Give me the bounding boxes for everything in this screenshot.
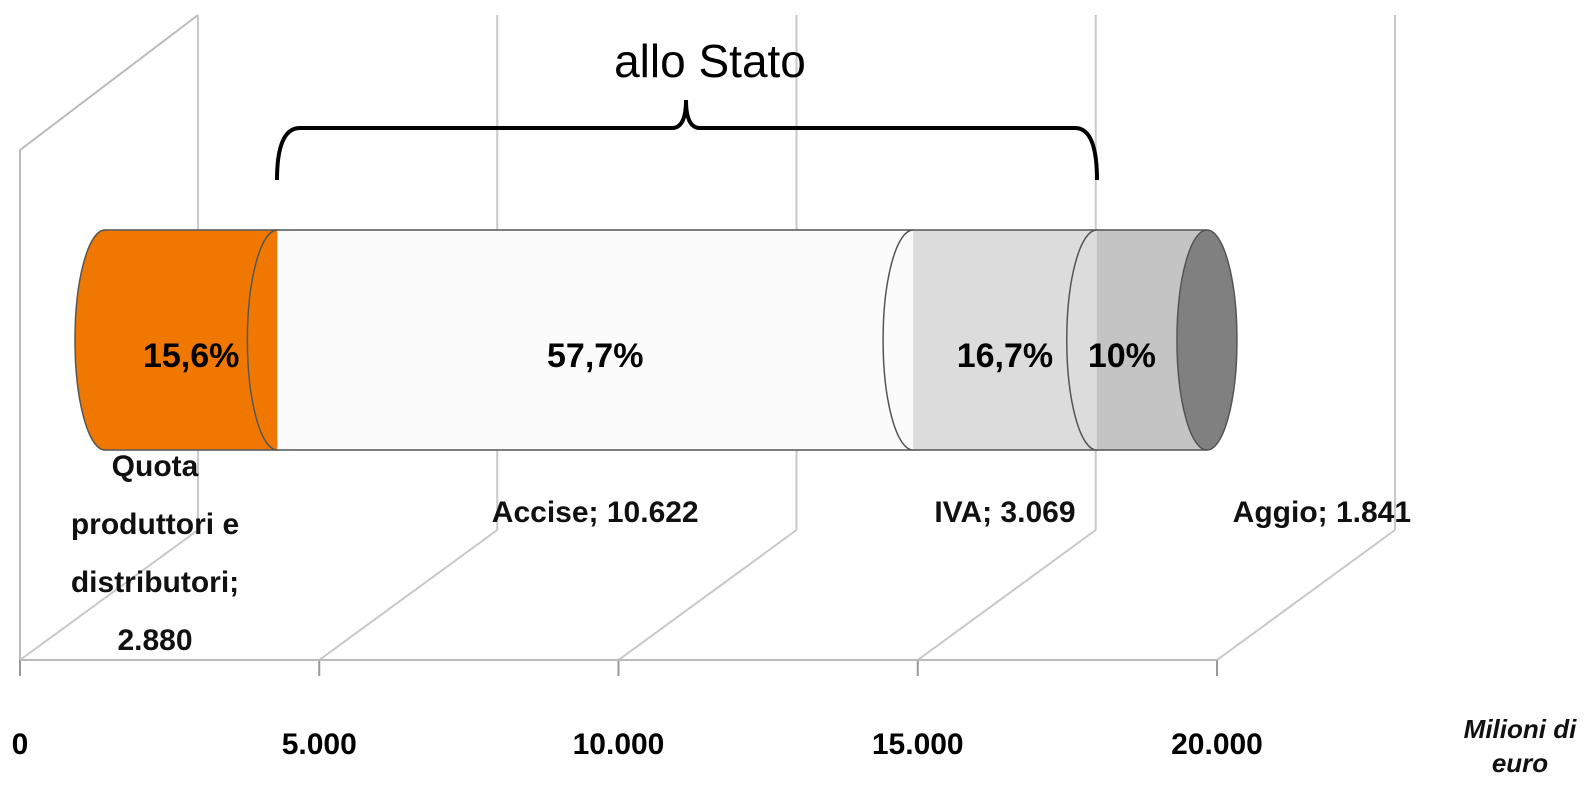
x-tick-label: 15.000 xyxy=(872,728,964,761)
x-tick-label: 10.000 xyxy=(573,728,665,761)
share-label: 10% xyxy=(1088,337,1156,375)
x-tick-label: 0 xyxy=(12,728,29,761)
x-tick-label: 20.000 xyxy=(1171,728,1263,761)
x-axis-label: Milioni di euro xyxy=(1463,714,1577,778)
grid-line xyxy=(917,529,1097,661)
value-label: Aggio; 1.841 xyxy=(1232,496,1412,529)
brace xyxy=(275,99,1099,181)
share-label: 16,7% xyxy=(957,337,1053,375)
value-label: Quota produttori e distributori; 2.880 xyxy=(70,450,240,657)
bar-segment xyxy=(277,230,914,450)
annotation: allo Stato xyxy=(614,35,806,87)
grid-line xyxy=(1216,529,1396,661)
value-label: Accise; 10.622 xyxy=(491,496,699,529)
share-label: 15,6% xyxy=(143,337,239,375)
bar-cap xyxy=(1176,229,1238,451)
wall-edge xyxy=(19,14,199,151)
x-tick-label: 5.000 xyxy=(282,728,357,761)
share-label: 57,7% xyxy=(547,337,643,375)
value-label: IVA; 3.069 xyxy=(934,496,1076,529)
grid-line xyxy=(318,529,498,661)
grid-line xyxy=(19,529,199,661)
grid-line xyxy=(617,529,798,661)
